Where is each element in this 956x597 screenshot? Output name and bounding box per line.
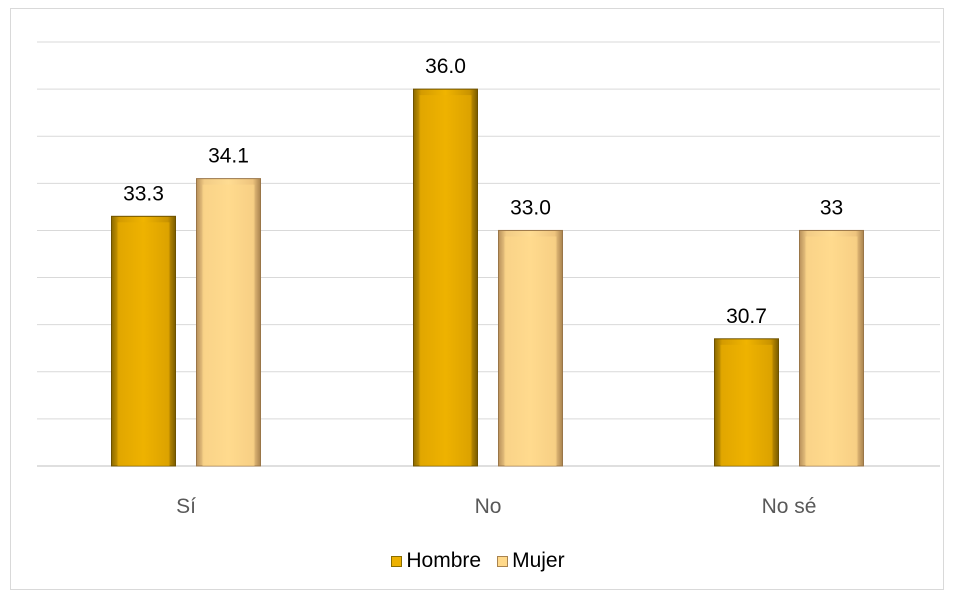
category-labels: Sí No No sé	[176, 495, 816, 518]
category-label-0: Sí	[176, 495, 196, 518]
legend: Hombre Mujer	[0, 549, 956, 573]
data-label-mujer-0: 34.1	[208, 145, 249, 168]
data-label-mujer-1: 33.0	[510, 196, 551, 219]
legend-label-hombre: Hombre	[406, 549, 482, 572]
gridlines	[37, 41, 940, 467]
legend-item-hombre: Hombre	[391, 549, 481, 573]
bar-face-hombre-1	[419, 95, 472, 466]
legend-swatch-hombre	[391, 555, 403, 567]
category-label-1: No	[475, 495, 502, 518]
legend-swatch-mujer	[497, 555, 509, 567]
legend-label-mujer: Mujer	[512, 549, 565, 572]
category-label-2: No sé	[762, 495, 817, 518]
data-label-mujer-2: 33	[820, 196, 843, 219]
bar-face-hombre-0	[117, 222, 170, 466]
bar-face-mujer-2	[805, 236, 858, 466]
data-labels: 33.3 34.1 36.0 33.0 30.7 33	[123, 55, 843, 328]
data-label-hombre-0: 33.3	[123, 182, 164, 205]
bar-face-hombre-2	[720, 344, 773, 466]
data-label-hombre-2: 30.7	[726, 305, 767, 328]
bar-face-mujer-0	[202, 184, 255, 466]
bars	[111, 88, 864, 467]
data-label-hombre-1: 36.0	[425, 55, 466, 78]
bar-face-mujer-1	[504, 236, 557, 466]
legend-item-mujer: Mujer	[497, 549, 565, 573]
